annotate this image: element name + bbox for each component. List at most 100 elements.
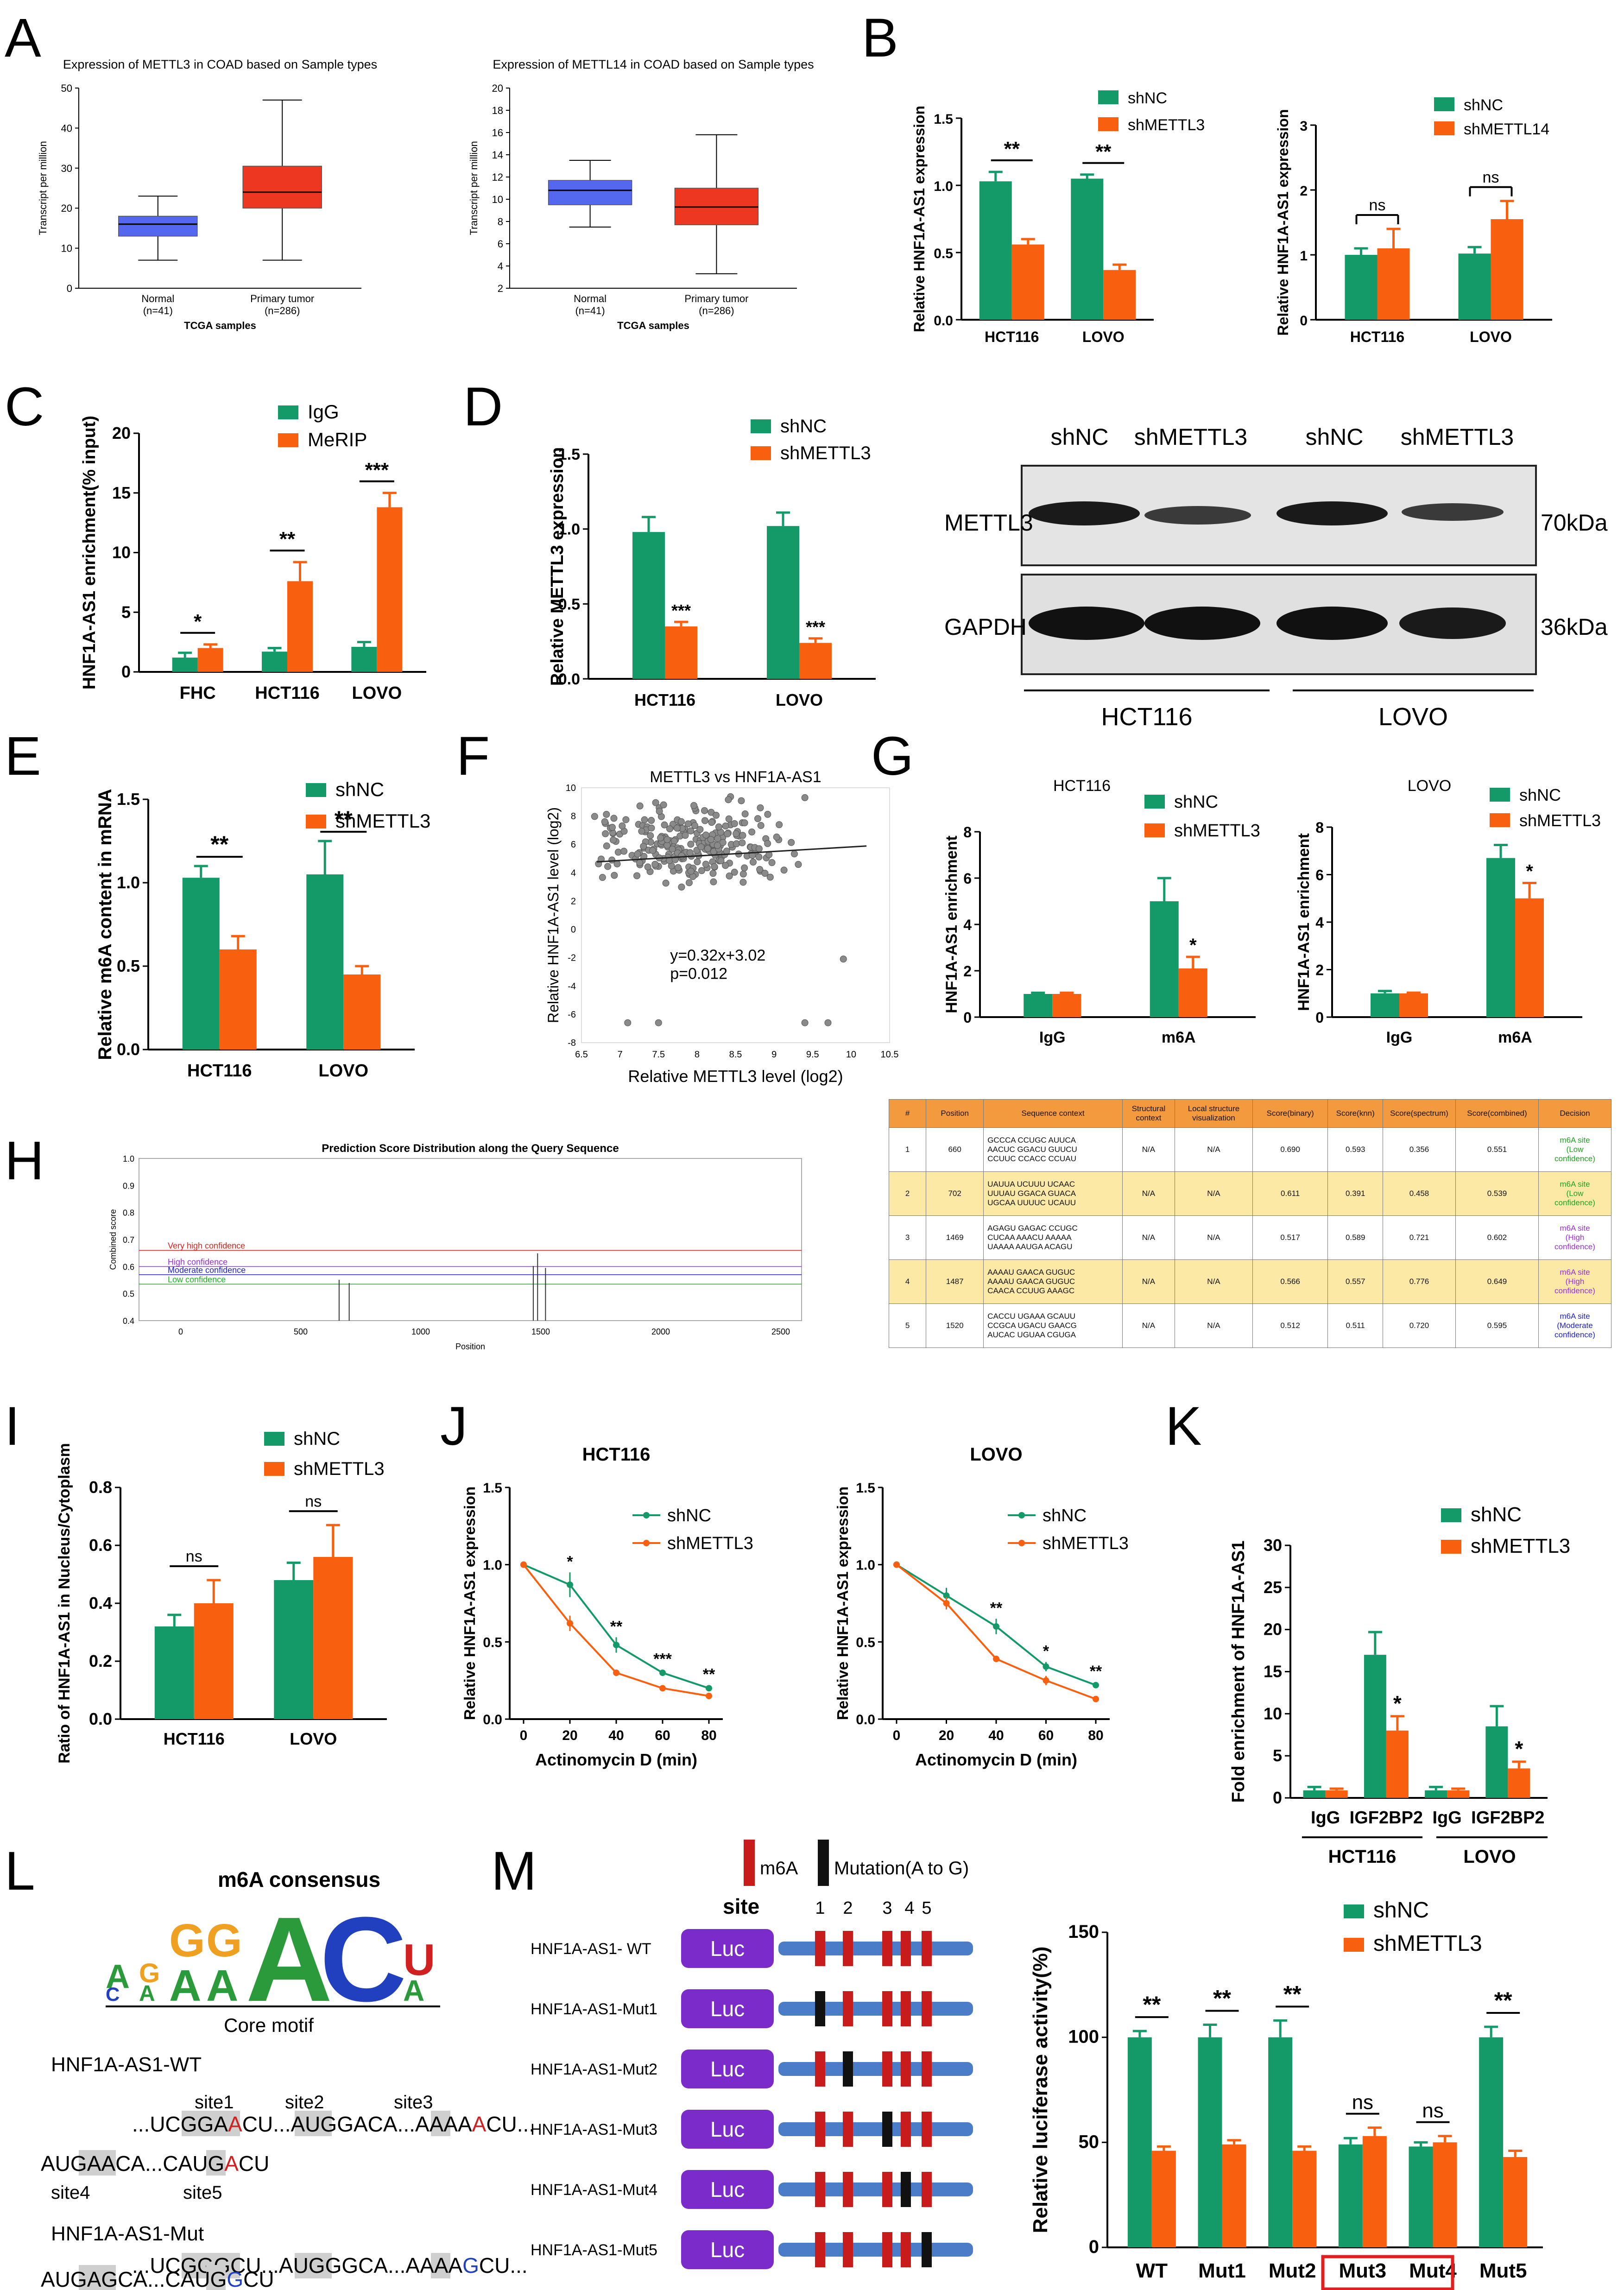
bar	[1071, 178, 1104, 320]
data-point	[788, 839, 795, 846]
wt-label: HNF1A-AS1-WT	[51, 2053, 202, 2076]
data-point	[610, 815, 618, 822]
y-tick-label: 0.8	[89, 1478, 112, 1497]
data-point	[661, 821, 668, 829]
y-tick-label: 0.4	[89, 1594, 112, 1613]
significance-label: **	[1283, 1981, 1302, 2007]
blot-protein-label: GAPDH	[944, 614, 1027, 640]
y-tick-label: 20	[112, 424, 131, 443]
x-tick-label: 7.5	[652, 1050, 665, 1060]
bar	[1151, 2151, 1176, 2247]
y-axis-title: Ratio of HNF1A-AS1 in Nucleus/Cytoplasm	[56, 1443, 73, 1763]
luc-label: Luc	[710, 2177, 745, 2201]
highlight-box	[1321, 2255, 1454, 2290]
decision-line: m6A site	[1560, 1312, 1590, 1321]
x-category-label: Primary tumor	[250, 293, 314, 304]
table-header-cell: Structural context	[1122, 1099, 1175, 1128]
y-tick-label: 1.5	[483, 1480, 502, 1496]
table-cell: N/A	[1174, 1259, 1253, 1304]
chart-title: Expression of METTL14 in COAD based on S…	[493, 57, 814, 71]
y-axis-title: Relative METTL3 expression	[548, 447, 567, 686]
logo-letter-a: A	[246, 1892, 333, 2027]
panel-label-k: K	[1165, 1396, 1202, 1457]
x-category-label: IgG	[1432, 1808, 1461, 1828]
data-point	[739, 839, 746, 847]
data-point	[766, 873, 774, 881]
y-tick-label: -6	[568, 1010, 576, 1020]
fit-pvalue: p=0.012	[670, 965, 727, 983]
table-cell: N/A	[1122, 1127, 1175, 1172]
sequence-line: CACCU UGAAA GCAUU	[987, 1312, 1076, 1321]
table-cell: 0.602	[1455, 1215, 1539, 1260]
blot-protein-label: METTL3	[944, 510, 1033, 536]
data-point	[651, 860, 659, 868]
y-tick-label: 6	[498, 238, 503, 250]
panel-label-c: C	[5, 376, 44, 437]
legend-swatch	[1344, 1904, 1364, 1918]
table-header-cell: Score(knn)	[1327, 1099, 1383, 1128]
data-point	[687, 867, 695, 875]
table-cell: 0.356	[1383, 1127, 1456, 1172]
logo-letter-g: G	[139, 1958, 160, 1988]
data-point	[714, 841, 721, 849]
decision-cell: m6A site (High confidence)	[1538, 1259, 1612, 1304]
y-tick-label: 0.0	[483, 1712, 502, 1727]
luc-box	[681, 1989, 774, 2028]
y-tick-label: 15	[1264, 1662, 1282, 1681]
bar	[306, 874, 344, 1050]
legend-swatch	[306, 783, 326, 797]
data-point	[780, 867, 788, 874]
construct-transcript	[778, 2182, 973, 2196]
data-point	[1043, 1677, 1049, 1684]
legend-label: shNC	[667, 1506, 711, 1525]
x-category-label: Mut1	[1198, 2259, 1246, 2282]
data-point	[733, 840, 740, 848]
y-tick-label: 4	[571, 868, 576, 878]
fit-line	[597, 845, 867, 863]
data-point	[709, 870, 717, 877]
group-label: LOVO	[1463, 1847, 1516, 1867]
m6a-site-marker	[843, 2232, 853, 2267]
blot-band	[1276, 607, 1388, 640]
y-tick-label: 6	[963, 870, 972, 887]
significance-label: *	[1526, 861, 1533, 881]
y-tick-label: 0.6	[123, 1262, 134, 1272]
table-cell: 2	[889, 1171, 927, 1216]
sequence-line: AACUC GGACU GUUCU	[987, 1145, 1077, 1154]
fit-equation: y=0.32x+3.02	[670, 947, 765, 964]
table-cell: 0.458	[1383, 1171, 1456, 1216]
mutation-site-marker	[882, 2112, 892, 2147]
m6a-site-marker	[901, 2232, 911, 2267]
blot-group-label: LOVO	[1378, 703, 1448, 731]
legend-label: shMETTL3	[1043, 1534, 1129, 1553]
panel-label-l: L	[5, 1841, 35, 1902]
x-tick-label: 40	[608, 1728, 624, 1743]
site-label: site1	[195, 2092, 234, 2113]
data-point	[647, 832, 654, 839]
y-tick-label: 1.0	[856, 1558, 875, 1573]
sequence-line: GCCCA CCUGC AUUCA	[987, 1136, 1076, 1145]
data-point	[659, 1685, 666, 1692]
y-tick-label: 5	[121, 602, 131, 621]
luciferase-constructs: m6A Mutation(A to G) site 1 2 3 4 5 HNF1A-AS1…	[531, 1840, 973, 2269]
table-header-cell: #	[889, 1099, 927, 1128]
y-tick-label: -2	[568, 953, 576, 963]
blot-lane-label: shNC	[1305, 424, 1363, 450]
legend-swatch	[264, 1432, 284, 1446]
x-category-label: Mut5	[1479, 2259, 1527, 2282]
x-category-label: HCT116	[164, 1729, 225, 1748]
sequence-line: UUUAU GGACA GUACA	[987, 1189, 1076, 1198]
significance-label: **	[335, 806, 353, 832]
legend-swatch-m6a	[744, 1840, 755, 1886]
legend-label: shNC	[1464, 96, 1503, 114]
bar-chart-i: 0.0 0.2 0.4 0.6 0.8 Ratio of HNF1A-AS1 in Nuc…	[56, 1429, 387, 1764]
sequence-text: AUGAGCA...CAUGGCU	[41, 2267, 274, 2290]
decision-line: confidence)	[1554, 1330, 1595, 1339]
m6a-site-marker	[901, 2051, 911, 2087]
y-tick-label: 100	[1068, 2027, 1099, 2047]
site-highlight	[431, 2253, 450, 2278]
table-cell: N/A	[1122, 1259, 1175, 1304]
x-tick-label: 8.5	[729, 1050, 742, 1060]
y-tick-label: 0.5	[856, 1635, 875, 1650]
